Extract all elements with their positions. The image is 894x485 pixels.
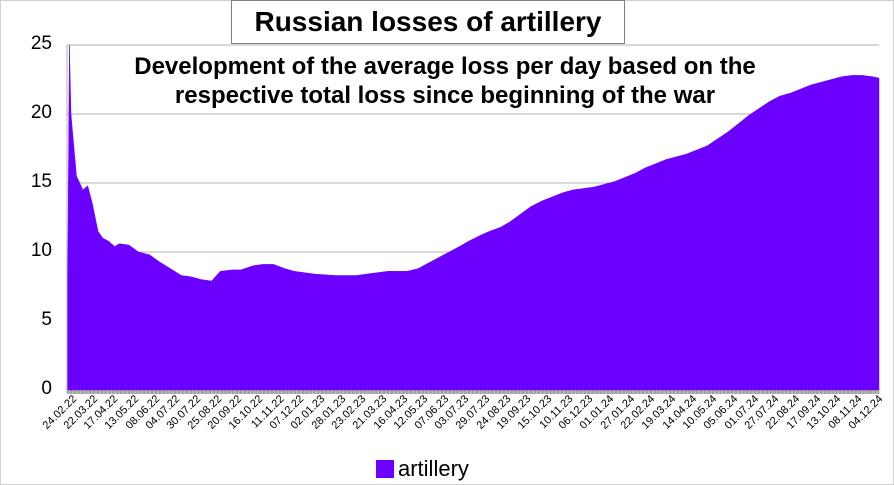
y-tick-label: 15 (30, 171, 52, 192)
y-tick-label: 25 (30, 33, 52, 54)
legend: artillery (376, 456, 469, 482)
axes (66, 45, 880, 394)
subtitle-line-1: Development of the average loss per day … (134, 53, 756, 80)
legend-swatch (376, 460, 394, 478)
y-tick-label: 0 (41, 378, 52, 399)
series-area (66, 44, 880, 391)
series-artillery-area (66, 44, 880, 391)
y-tick-label: 10 (30, 240, 52, 261)
chart-title: Russian losses of artillery (254, 6, 602, 37)
subtitle-line-2: respective total loss since beginning of… (174, 82, 716, 109)
chart-subtitle: Development of the average loss per day … (60, 52, 830, 110)
y-tick-label: 20 (30, 102, 52, 123)
y-tick-label: 5 (41, 309, 52, 330)
legend-label: artillery (398, 456, 469, 481)
chart-title-box: Russian losses of artillery (231, 0, 625, 44)
